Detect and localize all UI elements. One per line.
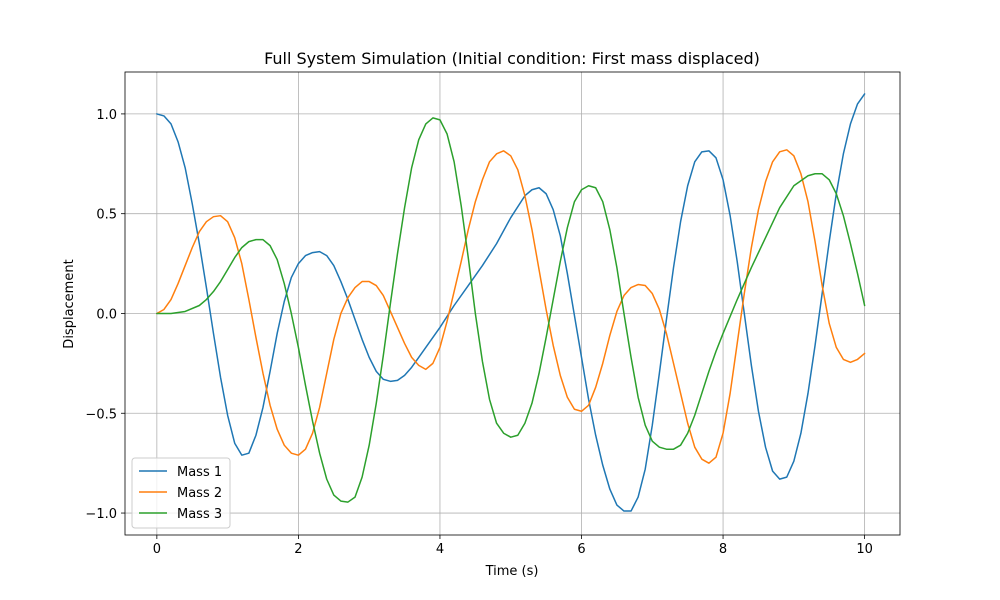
y-tick-label: 0.5 [96, 208, 117, 223]
y-tick-label: 0.0 [96, 307, 117, 322]
legend-label-mass-2: Mass 2 [177, 486, 222, 501]
axes-frame [124, 71, 901, 536]
chart-title: Full System Simulation (Initial conditio… [264, 49, 760, 68]
series-layer [156, 93, 866, 512]
y-tick-label: 1.0 [96, 108, 117, 123]
x-tick-label: 6 [577, 542, 585, 557]
legend-label-mass-3: Mass 3 [177, 507, 222, 522]
series-line-mass-1 [156, 93, 866, 512]
legend-label-mass-1: Mass 1 [177, 465, 222, 480]
x-tick-label: 10 [856, 542, 873, 557]
x-tick-label: 2 [294, 542, 302, 557]
legend-box [131, 457, 231, 529]
x-tick-label: 8 [719, 542, 727, 557]
series-line-mass-3 [156, 117, 866, 503]
plot-area [125, 72, 900, 535]
x-tick-label: 4 [436, 542, 444, 557]
x-axis-label: Time (s) [485, 564, 539, 579]
x-axis: 0 2 4 6 8 10 [153, 535, 873, 557]
legend: Mass 1 Mass 2 Mass 3 [131, 457, 231, 529]
y-tick-label: −1.0 [85, 507, 117, 522]
x-tick-label: 0 [153, 542, 161, 557]
y-axis: −1.0 −0.5 0.0 0.5 1.0 [85, 108, 125, 522]
y-axis-label: Displacement [62, 259, 77, 348]
legend-entries: Mass 1 Mass 2 Mass 3 [139, 465, 222, 522]
y-tick-label: −0.5 [85, 407, 117, 422]
